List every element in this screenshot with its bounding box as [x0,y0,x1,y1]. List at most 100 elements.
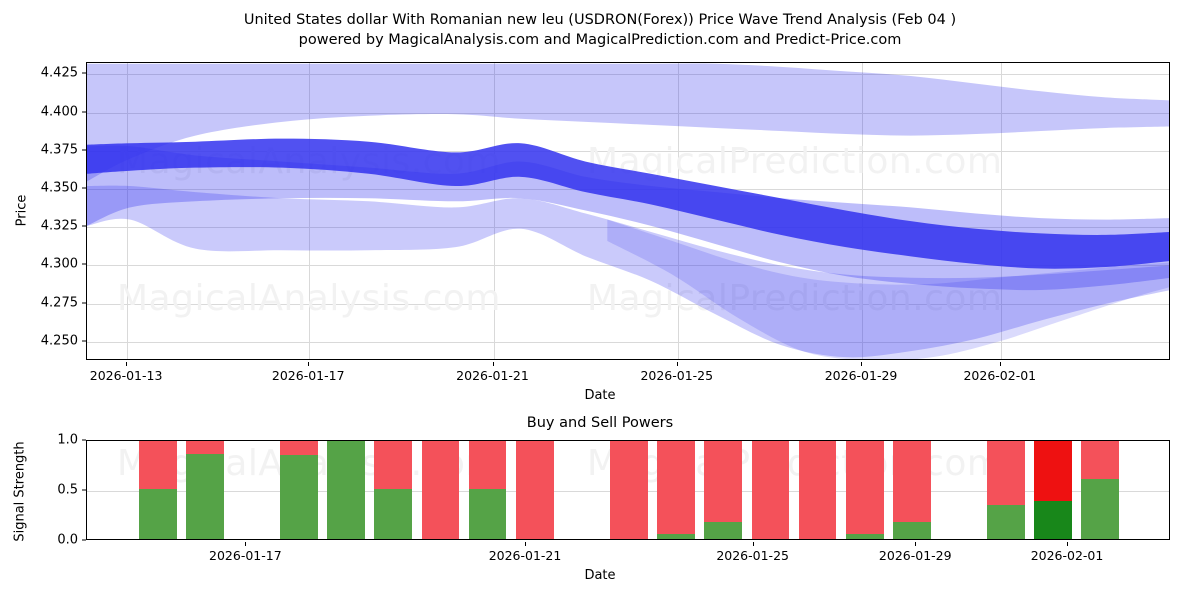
wave-y-tick-labels: 4.250 4.275 4.300 4.325 4.350 4.375 4.400 4.425 [6,62,86,360]
gridline-v-1 [309,63,311,359]
wave-band-band-upper-envelope [87,63,1169,182]
power-y-tick-labels: 0.0 0.5 1.0 [6,433,86,548]
table-row[interactable] [610,441,648,539]
gridline-v-3 [677,63,679,359]
sell-power-segment [468,441,507,489]
power-xtick-mark-3 [915,542,917,546]
table-row[interactable] [138,441,177,539]
wave-ytick-label-2: 4.300 [40,256,78,272]
sell-power-segment [421,441,460,539]
wave-ytick-mark-0 [82,340,86,342]
title-line-2: powered by MagicalAnalysis.com and Magic… [298,32,902,48]
wave-xtick-mark-1 [308,362,310,366]
title-line-1: United States dollar With Romanian new l… [243,12,957,28]
table-row[interactable] [515,441,554,539]
gridline-h-3 [87,227,1169,229]
wave-ytick-label-6: 4.400 [40,104,78,120]
power-x-tick-labels: 2026-01-17 2026-01-21 2026-01-25 2026-01-29… [0,542,1200,564]
power-x-axis-label: Date [584,568,616,583]
wave-xtick-mark-3 [676,362,678,366]
sell-power-segment [987,441,1025,505]
power-xtick-mark-4 [1067,542,1069,546]
table-row[interactable] [1081,441,1120,539]
wave-xtick-label-5: 2026-02-01 [963,368,1037,383]
table-row[interactable] [657,441,695,539]
gridline-v-0 [127,63,129,359]
table-row[interactable] [751,441,790,539]
power-y-axis-label: Signal Strength [12,441,28,542]
wave-ytick-mark-5 [82,149,86,151]
power-ytick-mark-2 [82,439,86,441]
watermark-prediction-3: MagicalPrediction.com [587,443,1003,484]
wave-xtick-label-2: 2026-01-21 [456,368,529,383]
sell-power-segment [704,441,743,522]
table-row[interactable] [468,441,507,539]
gridline-h-5 [87,150,1169,152]
sell-power-segment [657,441,695,534]
buy-power-segment [138,489,177,539]
wave-ytick-label-0: 4.250 [40,333,78,349]
wave-xtick-mark-5 [999,362,1001,366]
table-row[interactable] [185,441,224,539]
sell-power-segment [610,441,648,539]
table-row[interactable] [374,441,413,539]
wave-x-tick-labels: 2026-01-13 2026-01-17 2026-01-21 2026-01-25… [0,362,1200,384]
sell-power-segment [1081,441,1120,479]
buy-sell-powers-plot-area: MagicalAnalysis.com MagicalPrediction.co… [86,440,1170,540]
wave-y-axis-label: Price [14,194,30,227]
buy-power-segment [845,534,884,539]
buy-power-segment [1034,501,1073,539]
gridline-v-5 [1000,63,1002,359]
table-row[interactable] [892,441,931,539]
power-ytick-label-0: 0.0 [57,532,78,548]
wave-band-band-lower-spread [87,185,1169,358]
power-xtick-label-0: 2026-01-17 [209,548,282,563]
buy-power-segment [185,454,224,539]
wave-xtick-mark-0 [126,362,128,366]
wave-ytick-mark-4 [82,187,86,189]
wave-ytick-mark-2 [82,263,86,265]
table-row[interactable] [798,441,837,539]
power-ytick-label-2: 1.0 [57,432,78,448]
wave-xtick-mark-4 [861,362,863,366]
table-row[interactable] [1034,441,1073,539]
wave-band-band-primary-core [87,138,1169,269]
power-xtick-label-1: 2026-01-21 [488,548,562,563]
power-xtick-mark-0 [245,542,247,546]
wave-ytick-mark-3 [82,225,86,227]
buy-power-segment [468,489,507,539]
sell-power-segment [798,441,837,539]
power-xtick-label-4: 2026-02-01 [1030,548,1104,563]
sell-power-segment [138,441,177,489]
sell-power-segment [374,441,413,489]
sell-power-segment [1034,441,1073,501]
wave-ytick-label-3: 4.325 [40,218,78,234]
table-row[interactable] [987,441,1025,539]
gridline-v-4 [862,63,864,359]
power-ytick-mark-0 [82,539,86,541]
wave-ytick-label-5: 4.375 [40,142,78,158]
buy-power-segment [374,489,413,539]
sell-power-segment [751,441,790,539]
wave-x-axis-label: Date [584,388,616,403]
table-row[interactable] [327,441,366,539]
table-row[interactable] [280,441,318,539]
buy-power-segment [892,522,931,539]
sell-power-segment [185,441,224,454]
wave-ytick-label-1: 4.275 [40,295,78,311]
wave-band-band-mid-wide [87,145,1169,291]
wave-ytick-mark-1 [82,302,86,304]
price-wave-plot-area: MagicalAnalysis.com MagicalPrediction.co… [86,62,1170,360]
wave-xtick-mark-2 [492,362,494,366]
gridline-h-0 [87,341,1169,343]
table-row[interactable] [845,441,884,539]
sell-power-segment [280,441,318,455]
table-row[interactable] [421,441,460,539]
power-xtick-label-2: 2026-01-25 [716,548,789,563]
figure-title: United States dollar With Romanian new l… [0,10,1200,50]
power-xtick-label-3: 2026-01-29 [878,548,952,563]
power-ytick-label-1: 0.5 [57,482,78,498]
price-wave-bands [87,63,1169,359]
table-row[interactable] [704,441,743,539]
